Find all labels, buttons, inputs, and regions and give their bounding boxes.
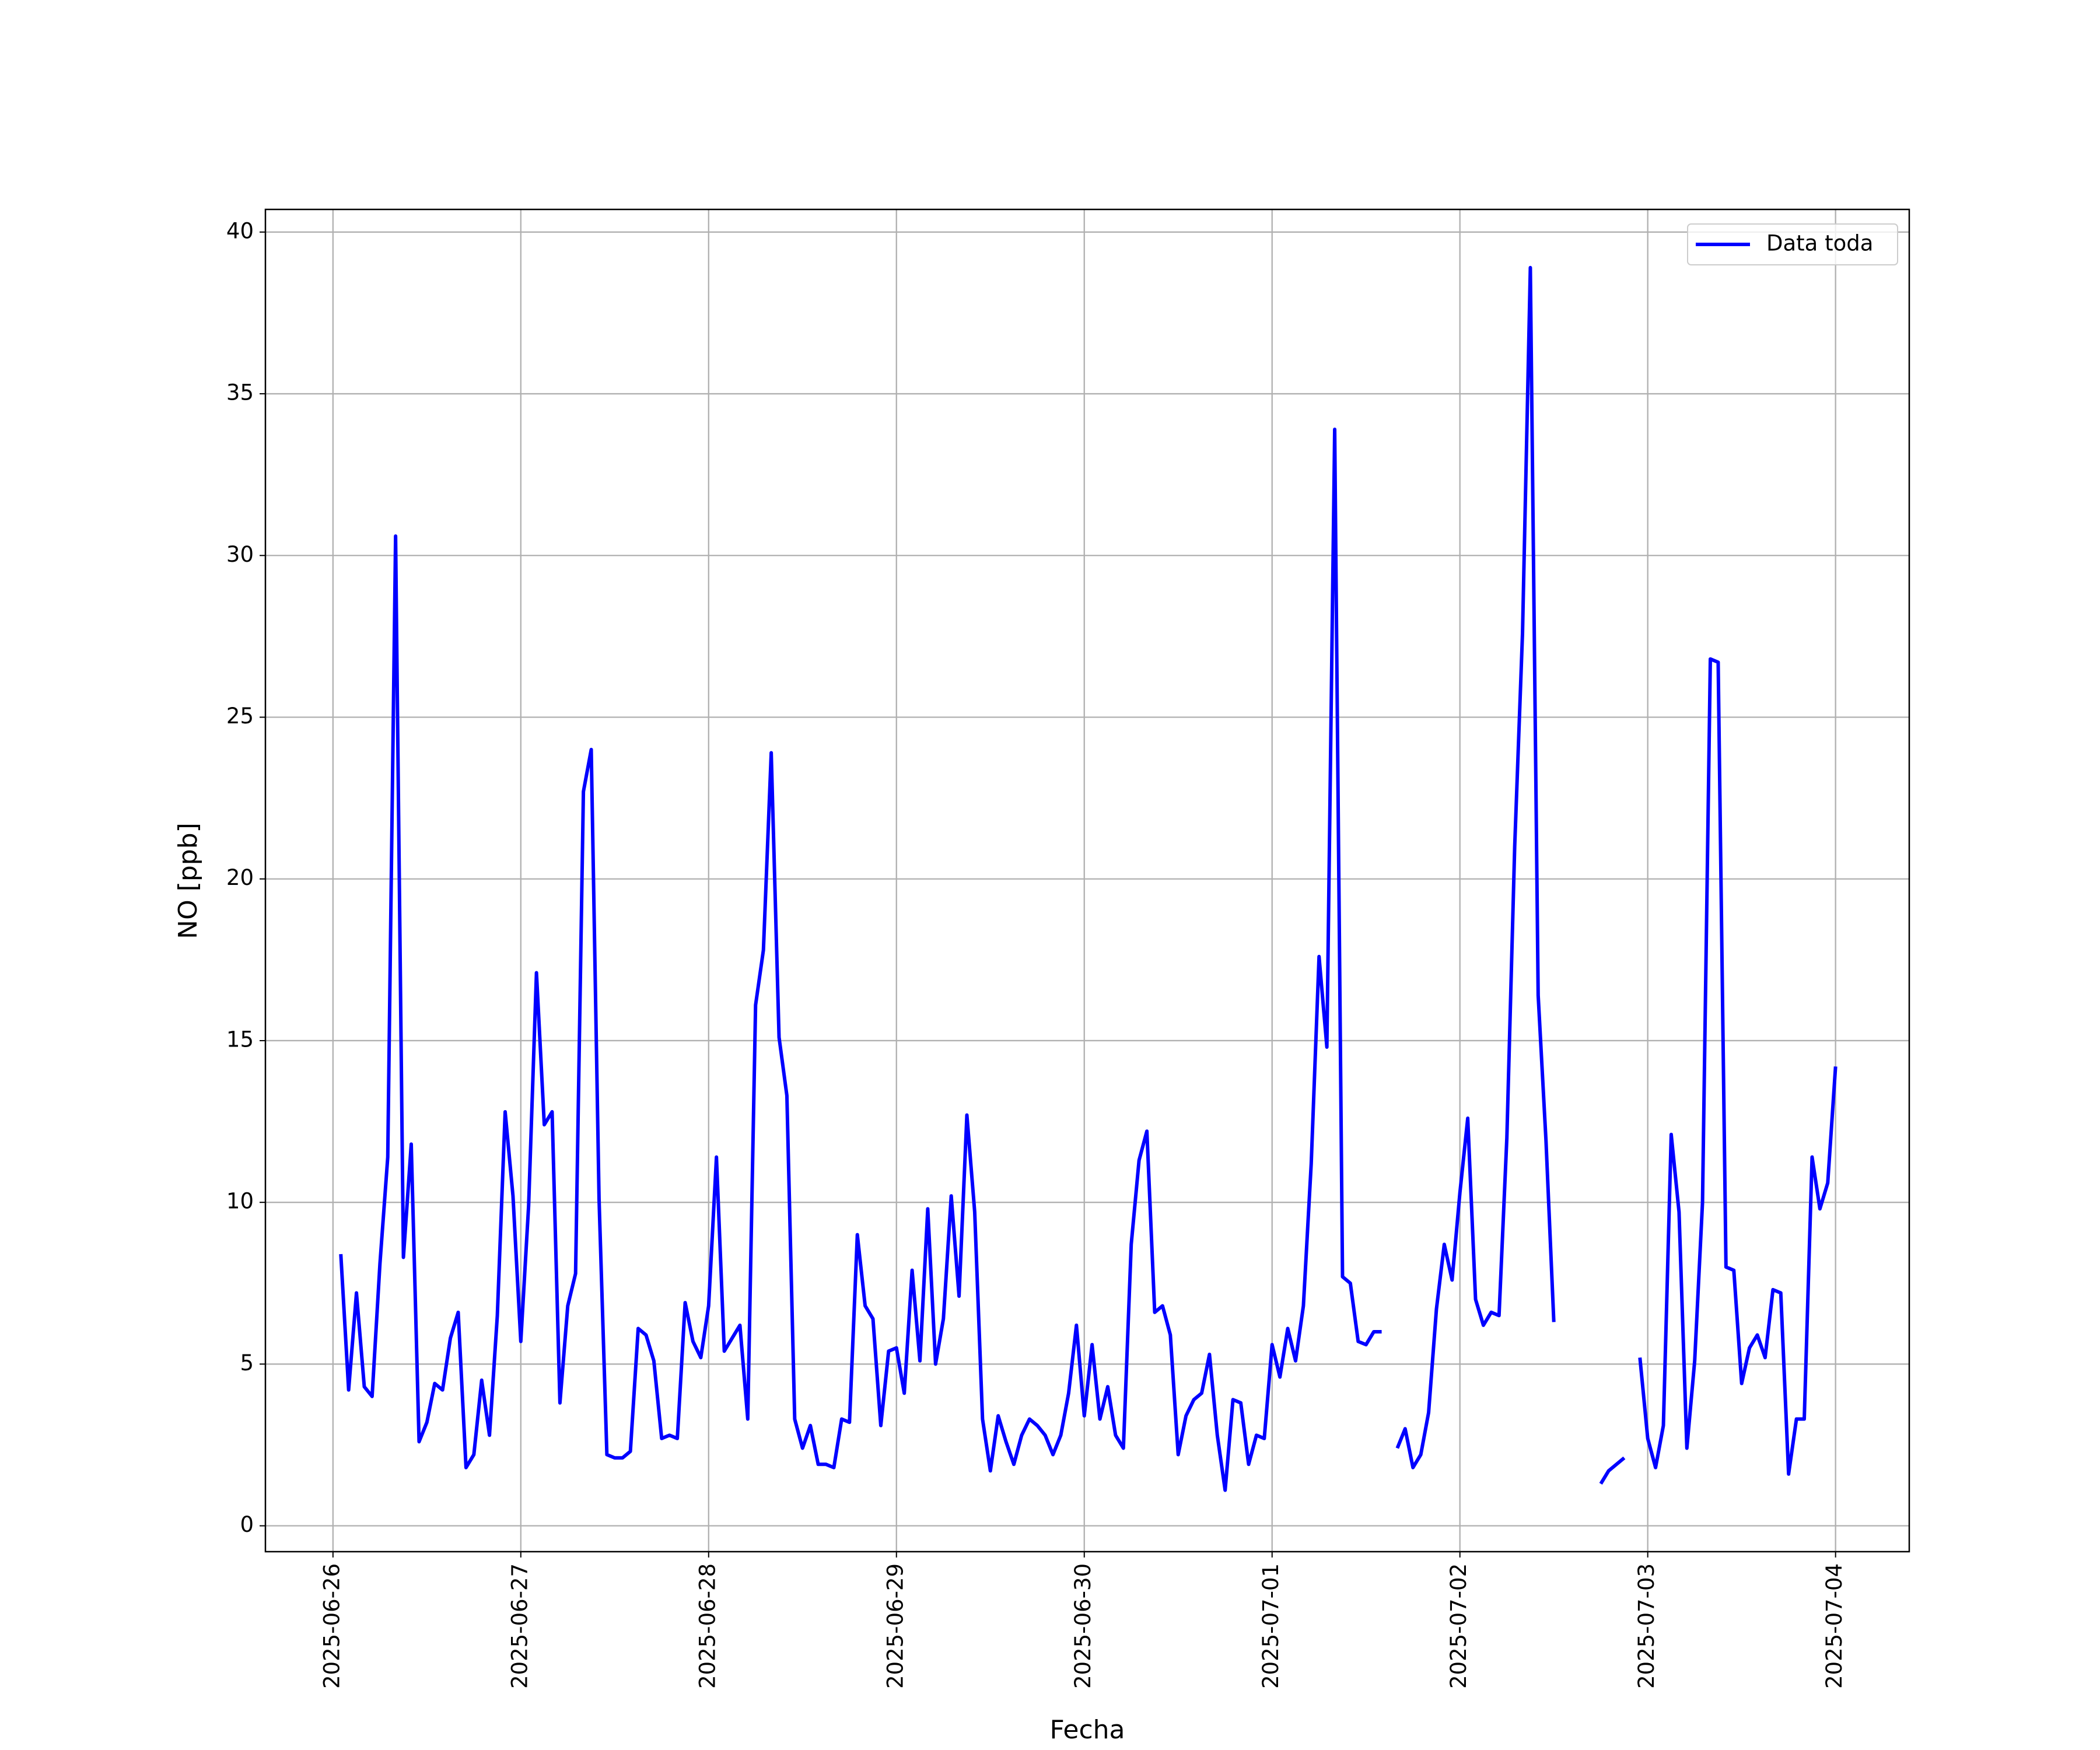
- y-tick-label: 0: [240, 1512, 254, 1537]
- y-tick-label: 20: [226, 865, 254, 890]
- x-tick-label: 2025-07-02: [1446, 1563, 1471, 1689]
- x-axis-label: Fecha: [1049, 1715, 1125, 1745]
- y-tick-label: 25: [226, 704, 254, 729]
- y-tick-label: 35: [226, 380, 254, 405]
- x-tick-label: 2025-07-01: [1258, 1563, 1283, 1689]
- y-tick-label: 30: [226, 542, 254, 567]
- x-tick-label: 2025-06-27: [507, 1563, 532, 1689]
- x-tick-label: 2025-06-30: [1070, 1563, 1096, 1689]
- x-tick-label: 2025-07-04: [1822, 1563, 1847, 1689]
- data-line: [339, 265, 1838, 1492]
- y-axis-label: NO [ppb]: [173, 822, 203, 939]
- y-tick-label: 5: [240, 1350, 254, 1376]
- y-tick-label: 40: [226, 218, 254, 243]
- x-tick-label: 2025-06-29: [883, 1563, 908, 1689]
- y-tick-label: 10: [226, 1189, 254, 1214]
- x-tick-label: 2025-06-28: [695, 1563, 720, 1689]
- plot-frame: [264, 208, 1910, 1553]
- legend-label: Data toda: [1766, 231, 1873, 256]
- x-tick-label: 2025-06-26: [319, 1563, 344, 1689]
- y-tick-label: 15: [226, 1027, 254, 1052]
- x-tick-label: 2025-07-03: [1634, 1563, 1659, 1689]
- legend-box: [1687, 223, 1898, 265]
